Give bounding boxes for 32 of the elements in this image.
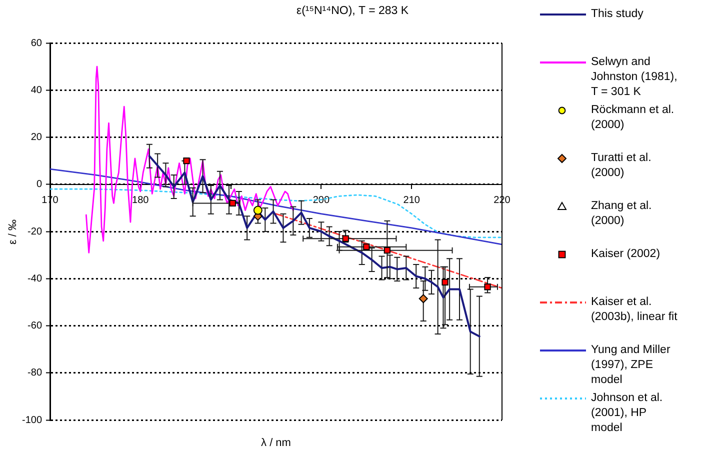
legend-label: Röckmann et al. (2000) — [591, 103, 676, 133]
point — [183, 157, 190, 164]
x-tick-label: 210 — [403, 195, 420, 206]
y-tick-label: -40 — [28, 273, 42, 284]
legend-label: Kaiser et al. (2003b), linear fit — [591, 295, 678, 325]
point — [384, 247, 391, 254]
y-tick-label: 0 — [36, 179, 42, 190]
y-tick-label: 60 — [30, 38, 42, 49]
legend-label: Selwyn and Johnston (1981), T = 301 K — [591, 55, 678, 100]
y-tick-label: 40 — [30, 84, 42, 96]
legend-label: Johnson et al. (2001), HP model — [591, 391, 664, 436]
y-tick-label: -100 — [22, 414, 42, 426]
y-tick-label: -60 — [28, 320, 42, 332]
legend-label: Yung and Miller (1997), ZPE model — [591, 343, 672, 388]
point — [418, 294, 428, 304]
legend-label: Turatti et al. (2000) — [591, 151, 652, 181]
point — [253, 206, 262, 215]
y-tick-label: -20 — [28, 226, 42, 238]
y-tick-label: 20 — [30, 132, 42, 143]
x-tick-label: 180 — [132, 195, 150, 206]
point — [229, 200, 236, 207]
y-axis-title: ε / ‰ — [6, 218, 20, 244]
point — [363, 243, 370, 250]
x-axis-title: λ / nm — [260, 436, 292, 450]
point — [484, 284, 491, 290]
legend-label: Kaiser (2002) — [591, 247, 662, 262]
point — [342, 235, 349, 242]
y-tick-label: -80 — [28, 368, 42, 379]
point — [442, 278, 448, 286]
legend-label: This study — [591, 7, 644, 22]
legend-label: Zhang et al. (2000) — [591, 199, 653, 229]
chart-title: ε(¹⁵N¹⁴NO), T = 283 K — [296, 5, 409, 17]
